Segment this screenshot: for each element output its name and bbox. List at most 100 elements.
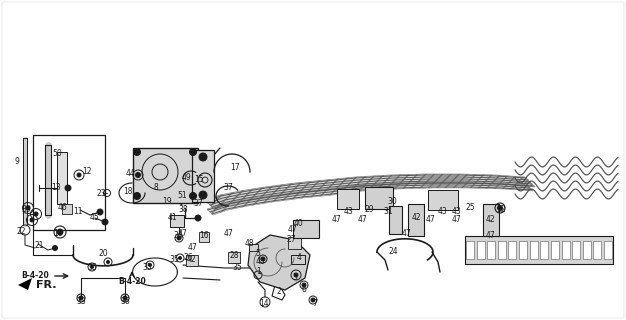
Text: 46: 46 [58, 204, 68, 212]
Text: 47: 47 [332, 215, 342, 225]
Text: 14: 14 [259, 299, 269, 308]
Text: 34: 34 [173, 230, 183, 239]
Bar [288, 237, 301, 249]
Bar [57, 152, 67, 204]
Bar [428, 190, 458, 210]
Text: 42: 42 [485, 214, 495, 223]
Text: 2: 2 [277, 286, 281, 295]
Bar [530, 241, 538, 259]
Text: 7: 7 [312, 299, 317, 308]
Text: 9: 9 [14, 156, 19, 165]
Text: 5: 5 [255, 249, 260, 258]
Text: 3: 3 [292, 274, 297, 283]
Text: 40: 40 [294, 220, 304, 228]
Text: 6: 6 [302, 284, 307, 293]
Text: 37: 37 [223, 183, 233, 193]
Circle shape [102, 219, 108, 225]
Bar [508, 241, 516, 259]
Bar [572, 241, 580, 259]
Bar [551, 241, 559, 259]
Circle shape [97, 209, 103, 215]
Polygon shape [205, 174, 535, 210]
Circle shape [199, 153, 207, 161]
Text: 35: 35 [87, 262, 97, 271]
Text: 29: 29 [364, 205, 374, 214]
Text: 20: 20 [98, 249, 108, 258]
Bar [466, 241, 474, 259]
Bar [33, 135, 105, 230]
Text: 27: 27 [286, 236, 296, 244]
Text: 8: 8 [153, 182, 158, 191]
Text: 47: 47 [451, 215, 461, 225]
Bar [604, 241, 612, 259]
Circle shape [30, 218, 34, 222]
Circle shape [57, 229, 63, 235]
Bar [593, 241, 602, 259]
Text: 25: 25 [465, 203, 475, 212]
Circle shape [199, 191, 207, 199]
Bar [192, 150, 214, 202]
Bar [583, 241, 591, 259]
Circle shape [91, 266, 93, 268]
Circle shape [261, 257, 265, 261]
Text: 4: 4 [297, 253, 302, 262]
Text: 15: 15 [194, 174, 204, 183]
Bar [408, 204, 424, 236]
Circle shape [498, 205, 503, 211]
Bar [498, 241, 506, 259]
Text: 42: 42 [411, 213, 421, 222]
Text: 36: 36 [120, 298, 130, 307]
Text: 47: 47 [485, 230, 495, 239]
Circle shape [106, 260, 110, 263]
Text: 50: 50 [52, 148, 62, 157]
Text: 51: 51 [177, 190, 187, 199]
Text: 12: 12 [82, 166, 92, 175]
Bar [170, 215, 184, 227]
Circle shape [135, 172, 140, 178]
Bar [62, 204, 72, 214]
Text: 47: 47 [358, 215, 368, 225]
Text: 32: 32 [496, 204, 506, 213]
Bar [465, 236, 613, 264]
Text: 43: 43 [452, 207, 462, 217]
Bar [199, 232, 209, 242]
Text: FR.: FR. [36, 280, 56, 290]
Text: 41: 41 [167, 213, 177, 222]
Text: 18: 18 [123, 188, 133, 196]
Bar [562, 241, 570, 259]
Bar [228, 252, 240, 263]
Polygon shape [248, 235, 310, 290]
Polygon shape [207, 182, 533, 215]
Bar [337, 189, 359, 209]
Circle shape [302, 283, 306, 287]
Bar [519, 241, 527, 259]
Text: 31: 31 [383, 207, 393, 217]
Text: 47: 47 [287, 226, 297, 235]
Polygon shape [18, 278, 32, 290]
Text: 22: 22 [16, 227, 26, 236]
Circle shape [311, 298, 315, 302]
Circle shape [53, 245, 58, 251]
Circle shape [133, 148, 140, 156]
Text: 23: 23 [96, 189, 106, 198]
Bar [483, 204, 499, 236]
Text: B-4-20: B-4-20 [118, 277, 146, 286]
Bar [487, 241, 495, 259]
Text: 38: 38 [178, 204, 188, 213]
Text: 33: 33 [76, 298, 86, 307]
Circle shape [177, 236, 181, 240]
Text: 39: 39 [21, 205, 31, 214]
Text: 26: 26 [183, 253, 193, 262]
Text: 37: 37 [193, 199, 203, 209]
Text: 17: 17 [230, 164, 240, 172]
Text: 19: 19 [162, 197, 172, 206]
Text: 21: 21 [34, 242, 44, 251]
Circle shape [190, 148, 197, 156]
Text: 47: 47 [426, 215, 436, 225]
Text: 45: 45 [256, 257, 266, 266]
Bar [476, 241, 485, 259]
Text: 49: 49 [182, 173, 192, 182]
Circle shape [77, 173, 81, 177]
Text: 35: 35 [232, 262, 242, 271]
Text: 44: 44 [125, 169, 135, 178]
